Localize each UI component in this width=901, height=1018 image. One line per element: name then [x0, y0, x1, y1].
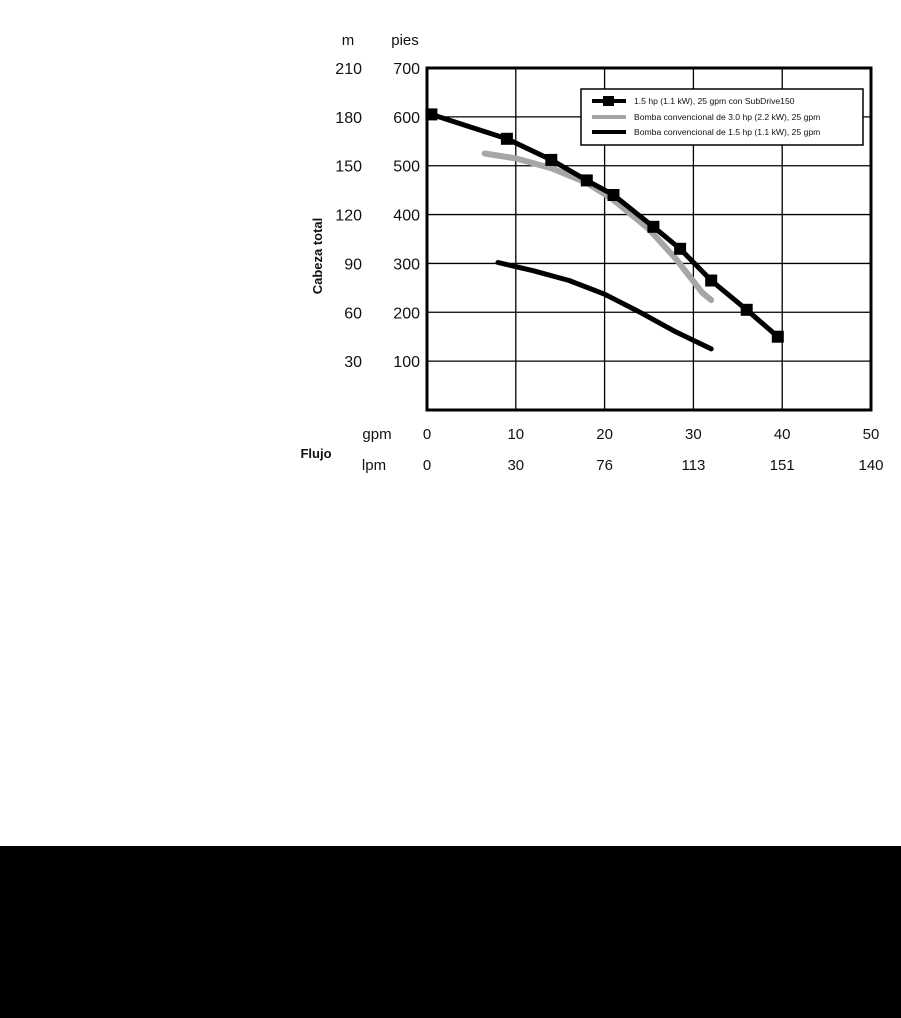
legend-label-3: Bomba convencional de 1.5 hp (1.1 kW), 2…	[634, 127, 820, 137]
y-tick-pies: 500	[393, 159, 420, 176]
series-1-marker	[740, 303, 753, 316]
y-tick-pies: 600	[393, 110, 420, 127]
y-axis-label: Cabeza total	[310, 218, 325, 295]
series-line-1	[428, 111, 781, 340]
lpm-unit-label: lpm	[362, 457, 386, 474]
y-tick-m: 90	[344, 256, 362, 273]
y-tick-pies: 100	[393, 354, 420, 371]
m-unit-header: m	[342, 32, 355, 49]
y-tick-m: 150	[335, 159, 362, 176]
series-1-marker	[580, 174, 593, 187]
y-tick-pies: 700	[393, 61, 420, 78]
series-line-3	[495, 260, 714, 352]
y-tick-pies: 400	[393, 208, 420, 225]
series-1-marker	[674, 242, 687, 255]
x-tick-gpm: 30	[685, 426, 702, 443]
x-tick-lpm: 0	[423, 457, 431, 474]
labels-layer: 0 0 10 30 20 76 30 113 40 151 50 140 700 210 600 180 500…	[335, 61, 883, 474]
series-1-marker	[425, 108, 438, 121]
y-tick-m: 60	[344, 305, 362, 322]
x-tick-gpm: 0	[423, 426, 431, 443]
legend-box	[580, 88, 864, 146]
bottom-black-band	[0, 846, 901, 1018]
series-1-marker	[500, 132, 513, 145]
series-line-2	[481, 150, 715, 304]
series-1-marker	[607, 189, 620, 201]
x-tick-lpm: 76	[596, 457, 613, 474]
x-tick-gpm: 40	[774, 426, 791, 443]
y-tick-m: 30	[344, 354, 362, 371]
pump-performance-chart: 0 0 10 30 20 76 30 113 40 151 50 140 700 210 600 180 500…	[300, 32, 883, 474]
y-tick-pies: 300	[393, 256, 420, 273]
x-tick-lpm: 151	[770, 457, 795, 474]
series-1-marker	[647, 220, 660, 233]
x-tick-gpm: 10	[507, 426, 524, 443]
series-1-marker	[705, 274, 718, 287]
x-tick-gpm: 20	[596, 426, 613, 443]
y-tick-m: 180	[335, 110, 362, 127]
y-tick-m: 210	[335, 61, 362, 78]
series-1-marker	[771, 330, 784, 343]
legend-label-1: 1.5 hp (1.1 kW), 25 gpm con SubDrive150	[634, 96, 795, 106]
x-tick-gpm: 50	[863, 426, 880, 443]
gpm-unit-label: gpm	[362, 426, 391, 443]
y-tick-pies: 200	[393, 305, 420, 322]
flow-label: Flujo	[300, 446, 331, 461]
x-tick-lpm: 140	[858, 457, 883, 474]
pies-unit-header: pies	[391, 32, 419, 49]
x-tick-lpm: 30	[507, 457, 524, 474]
legend: 1.5 hp (1.1 kW), 25 gpm con SubDrive150 …	[580, 88, 864, 146]
plot-frame	[425, 66, 873, 412]
legend-swatch-markers	[592, 96, 626, 106]
series-1-marker	[545, 153, 558, 166]
x-tick-lpm: 113	[681, 457, 705, 474]
y-tick-m: 120	[335, 208, 362, 225]
legend-label-2: Bomba convencional de 3.0 hp (2.2 kW), 2…	[634, 112, 820, 122]
series-layer	[425, 108, 784, 352]
